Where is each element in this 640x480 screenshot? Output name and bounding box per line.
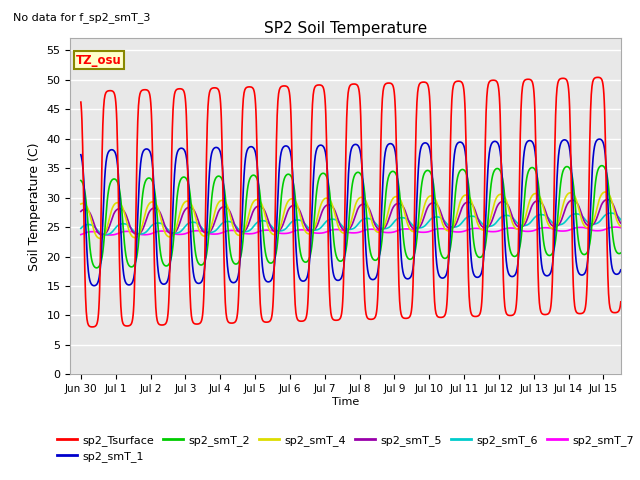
sp2_smT_1 [77, 152, 84, 157]
sp2_Tsurface [88, 324, 96, 330]
sp2_smT_4 [77, 201, 84, 207]
sp2_smT_7 [317, 230, 325, 236]
sp2_smT_6 [102, 232, 109, 238]
sp2_smT_5 [119, 207, 127, 213]
Line: sp2_smT_1: sp2_smT_1 [81, 139, 621, 286]
sp2_smT_2 [119, 223, 127, 229]
sp2_smT_5 [307, 228, 314, 234]
Title: SP2 Soil Temperature: SP2 Soil Temperature [264, 21, 428, 36]
Line: sp2_smT_4: sp2_smT_4 [81, 192, 621, 239]
sp2_smT_4 [327, 199, 335, 205]
sp2_smT_4 [307, 231, 314, 237]
sp2_smT_1 [119, 265, 127, 271]
sp2_smT_7 [617, 225, 625, 230]
sp2_Tsurface [385, 80, 392, 86]
sp2_smT_4 [119, 205, 127, 211]
sp2_smT_5 [141, 221, 149, 227]
sp2_smT_5 [385, 217, 392, 223]
sp2_smT_4 [141, 212, 149, 217]
X-axis label: Time: Time [332, 397, 359, 407]
sp2_smT_2 [385, 174, 392, 180]
Line: sp2_smT_6: sp2_smT_6 [81, 213, 621, 235]
Text: No data for f_sp2_smT_3: No data for f_sp2_smT_3 [13, 12, 150, 23]
sp2_smT_4 [617, 224, 625, 229]
Text: TZ_osu: TZ_osu [76, 53, 122, 67]
sp2_smT_1 [327, 250, 335, 256]
sp2_smT_2 [307, 252, 314, 258]
Line: sp2_smT_7: sp2_smT_7 [81, 227, 621, 235]
Line: sp2_smT_5: sp2_smT_5 [81, 200, 621, 235]
sp2_smT_5 [77, 208, 84, 214]
sp2_smT_7 [385, 230, 392, 236]
sp2_smT_4 [602, 189, 609, 195]
sp2_smT_1 [617, 267, 625, 273]
sp2_smT_2 [617, 250, 625, 256]
sp2_Tsurface [617, 299, 625, 305]
Line: sp2_smT_2: sp2_smT_2 [81, 166, 621, 268]
sp2_smT_2 [327, 207, 335, 213]
sp2_smT_6 [317, 224, 325, 230]
sp2_smT_5 [617, 220, 625, 226]
sp2_smT_6 [77, 226, 84, 231]
sp2_smT_2 [93, 265, 100, 271]
sp2_smT_7 [141, 232, 149, 238]
sp2_smT_7 [612, 224, 620, 230]
sp2_smT_2 [141, 180, 149, 185]
sp2_smT_5 [99, 232, 106, 238]
sp2_Tsurface [141, 87, 149, 93]
sp2_Tsurface [307, 192, 314, 198]
sp2_smT_5 [327, 203, 335, 208]
sp2_smT_1 [141, 146, 149, 152]
Y-axis label: Soil Temperature (C): Soil Temperature (C) [28, 142, 41, 271]
sp2_smT_1 [385, 142, 392, 147]
sp2_smT_6 [607, 210, 615, 216]
sp2_smT_5 [317, 210, 325, 216]
sp2_smT_1 [317, 143, 325, 148]
sp2_smT_4 [385, 208, 392, 214]
sp2_Tsurface [327, 312, 335, 318]
sp2_smT_2 [598, 163, 605, 168]
sp2_smT_6 [307, 226, 314, 232]
sp2_Tsurface [594, 74, 602, 80]
sp2_smT_1 [307, 247, 314, 252]
sp2_Tsurface [119, 321, 127, 326]
sp2_smT_7 [119, 229, 127, 235]
sp2_smT_7 [77, 232, 84, 238]
sp2_smT_2 [77, 178, 84, 183]
sp2_smT_5 [604, 197, 611, 203]
sp2_smT_4 [96, 236, 104, 241]
sp2_smT_7 [106, 232, 113, 238]
sp2_smT_7 [307, 228, 314, 234]
sp2_smT_6 [141, 230, 149, 236]
sp2_Tsurface [77, 99, 84, 105]
sp2_smT_1 [596, 136, 604, 142]
Legend: sp2_Tsurface, sp2_smT_1, sp2_smT_2, sp2_smT_4, sp2_smT_5, sp2_smT_6, sp2_smT_7: sp2_Tsurface, sp2_smT_1, sp2_smT_2, sp2_… [52, 431, 639, 467]
sp2_Tsurface [317, 83, 325, 88]
sp2_smT_1 [90, 283, 98, 288]
sp2_smT_6 [327, 216, 335, 222]
sp2_smT_2 [317, 171, 325, 177]
Line: sp2_Tsurface: sp2_Tsurface [81, 77, 621, 327]
sp2_smT_6 [119, 221, 127, 227]
sp2_smT_7 [327, 227, 335, 233]
sp2_smT_6 [385, 225, 392, 230]
sp2_smT_4 [317, 201, 325, 206]
sp2_smT_6 [617, 217, 625, 223]
